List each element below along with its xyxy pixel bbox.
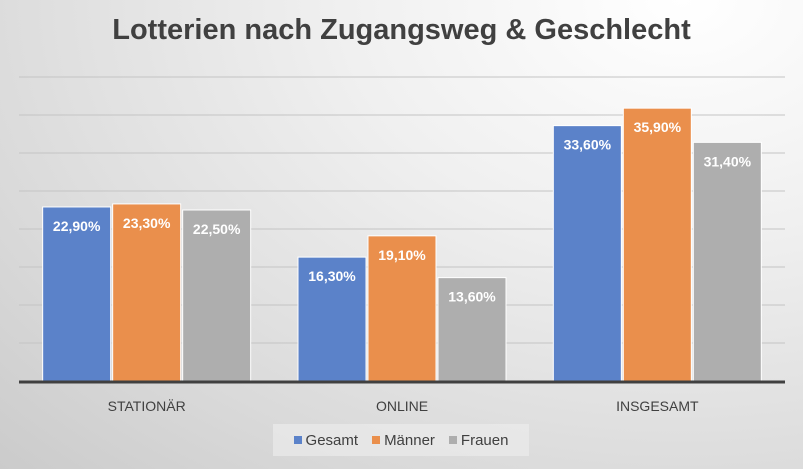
legend-label: Männer — [384, 431, 435, 449]
category-label: ONLINE — [376, 398, 428, 414]
data-label: 22,90% — [53, 218, 101, 234]
data-label: 16,30% — [308, 268, 356, 284]
bar-frauen — [182, 209, 252, 382]
data-label: 35,90% — [634, 119, 682, 135]
bar-männer — [622, 107, 692, 382]
legend-swatch — [293, 436, 302, 444]
bar-gesamt — [42, 206, 112, 382]
category-label: STATIONÄR — [108, 398, 186, 414]
bar-männer — [112, 203, 182, 382]
data-label: 33,60% — [564, 137, 612, 153]
bar-männer — [367, 235, 437, 382]
data-label: 31,40% — [704, 153, 752, 169]
legend: Gesamt Männer Frauen — [273, 424, 529, 456]
bar-gesamt — [297, 256, 367, 382]
data-label: 13,60% — [448, 289, 496, 305]
legend-item-gesamt: Gesamt — [293, 431, 359, 449]
data-label: 19,10% — [378, 247, 426, 263]
category-label: INSGESAMT — [616, 398, 699, 414]
legend-swatch — [448, 436, 457, 444]
legend-label: Gesamt — [305, 431, 359, 449]
bar-frauen — [437, 277, 507, 382]
legend-item-maenner: Männer — [372, 432, 435, 449]
bar-frauen — [692, 141, 762, 382]
data-label: 23,30% — [123, 215, 171, 231]
legend-swatch — [372, 436, 381, 444]
chart-title: Lotterien nach Zugangsweg & Geschlecht — [112, 14, 691, 46]
bar-gesamt — [552, 125, 622, 382]
legend-item-frauen: Frauen — [448, 431, 509, 449]
legend-label: Frauen — [460, 431, 509, 449]
data-label: 22,50% — [193, 221, 241, 237]
